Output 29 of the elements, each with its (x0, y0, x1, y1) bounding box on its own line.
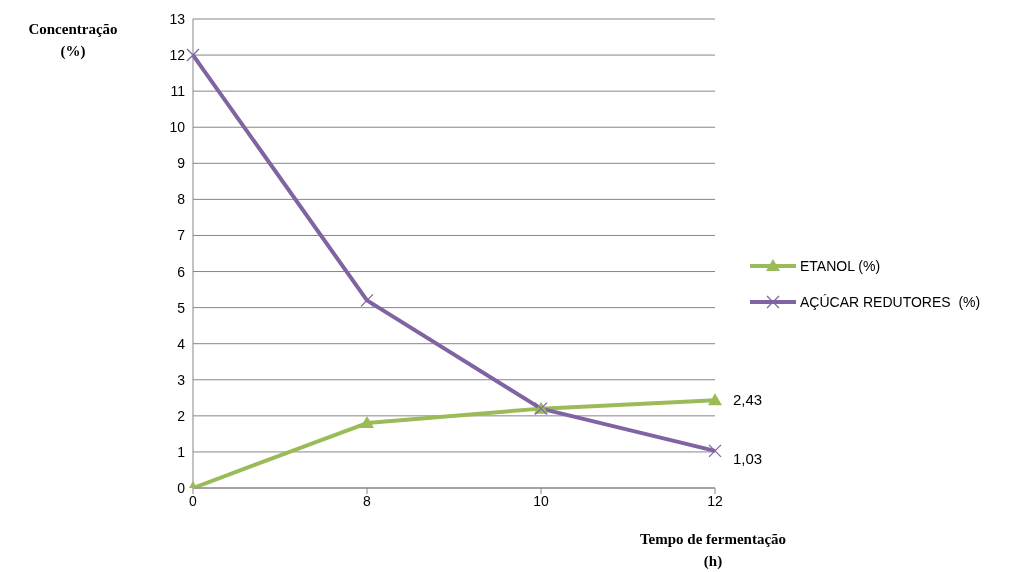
y-tick-label: 5 (177, 299, 186, 316)
point (186, 48, 200, 62)
y-tick-label: 1 (177, 443, 186, 460)
x-tick-label: 12 (707, 492, 723, 509)
y-tick-label: 8 (177, 191, 186, 208)
y-axis-title: Concentração (%) (27, 20, 119, 61)
x-tick-label: 0 (189, 492, 198, 509)
data-label: 1,03 (733, 449, 763, 467)
point (708, 393, 722, 406)
y-tick-label: 12 (169, 47, 186, 64)
x-axis-title: Tempo de fermentação (h) (638, 530, 788, 571)
y-tick-label: 4 (177, 335, 186, 352)
y-tick-label: 7 (177, 227, 186, 244)
y-tick-label: 11 (170, 83, 186, 100)
y-tick-label: 6 (177, 263, 186, 280)
x-tick-label: 10 (533, 492, 549, 509)
point (360, 416, 374, 429)
x-tick-label: 8 (363, 492, 372, 509)
y-tick-label: 10 (169, 119, 186, 136)
y-tick-label: 0 (177, 479, 186, 496)
legend-label: AÇÚCAR REDUTORES (%) (800, 294, 981, 310)
y-tick-label: 9 (177, 155, 186, 172)
point (360, 293, 374, 308)
y-tick-label: 2 (177, 407, 186, 424)
y-tick-label: 3 (177, 371, 186, 388)
data-label: 2,43 (733, 391, 763, 409)
point (708, 444, 722, 458)
legend-label: ETANOL (%) (800, 258, 881, 274)
y-tick-label: 13 (169, 10, 186, 27)
